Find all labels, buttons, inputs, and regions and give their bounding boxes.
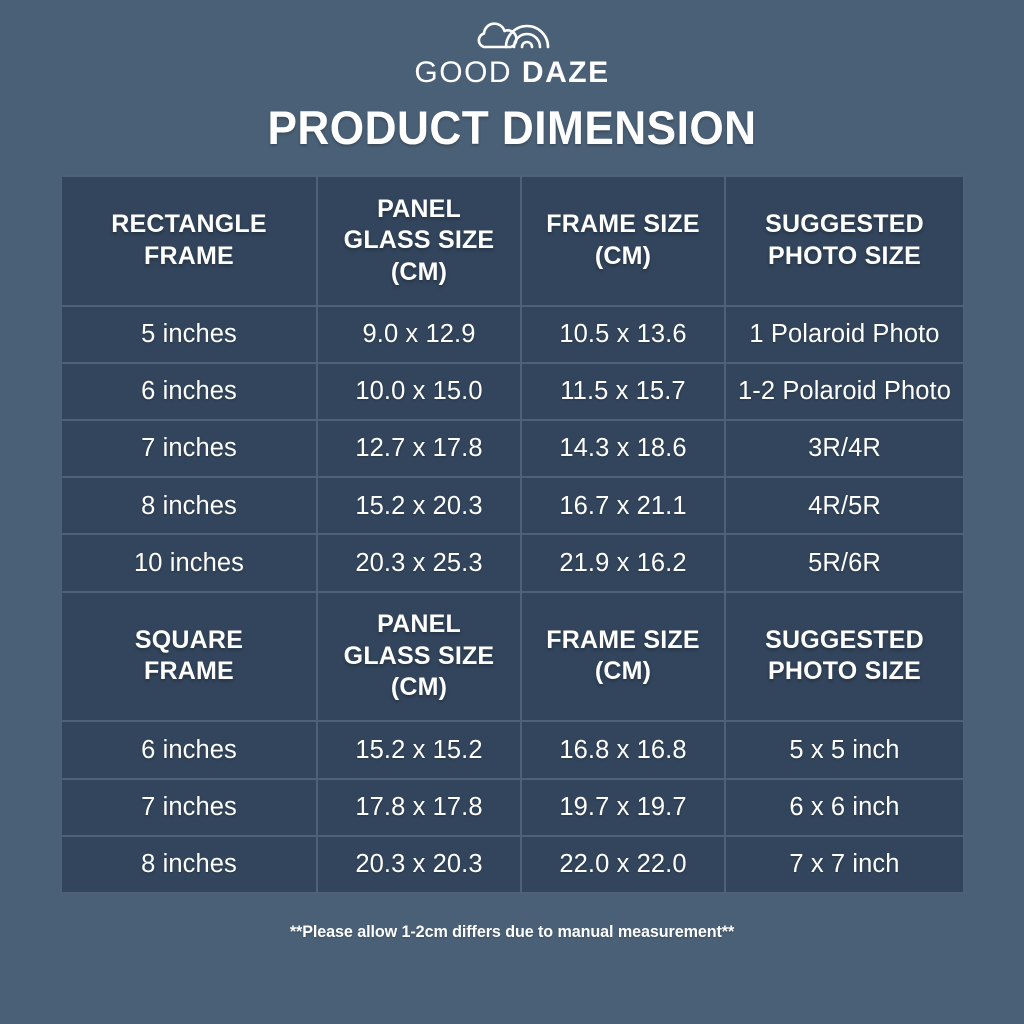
cell-panel-glass-size: 20.3 x 25.3 — [316, 533, 522, 593]
cell-frame-size: 19.7 x 19.7 — [520, 777, 726, 837]
table-row: 8 inches 15.2 x 20.3 16.7 x 21.1 4R/5R — [60, 476, 965, 536]
cell-suggested-photo-size: 5 x 5 inch — [724, 720, 965, 780]
cell-frame-size: 21.9 x 16.2 — [520, 533, 726, 593]
table-row: 6 inches 15.2 x 15.2 16.8 x 16.8 5 x 5 i… — [60, 720, 965, 780]
column-header-panel-glass-size: PANEL GLASS SIZE (CM) — [316, 590, 522, 723]
column-header-suggested-photo-size: SUGGESTED PHOTO SIZE — [724, 590, 965, 723]
column-header-panel-glass-size: PANEL GLASS SIZE (CM) — [316, 175, 522, 307]
table-row: 7 inches 17.8 x 17.8 19.7 x 19.7 6 x 6 i… — [60, 777, 965, 837]
column-header-frame-type: SQUARE FRAME — [60, 590, 318, 723]
table-header-row-rectangle: RECTANGLE FRAME PANEL GLASS SIZE (CM) FRAME… — [60, 175, 965, 307]
product-dimension-table-wrapper: RECTANGLE FRAME PANEL GLASS SIZE (CM) FRAME… — [60, 175, 965, 895]
table-row: 5 inches 9.0 x 12.9 10.5 x 13.6 1 Polaro… — [60, 304, 965, 364]
table-row: 8 inches 20.3 x 20.3 22.0 x 22.0 7 x 7 i… — [60, 834, 965, 895]
column-header-frame-size: FRAME SIZE (CM) — [520, 590, 726, 723]
cell-suggested-photo-size: 1 Polaroid Photo — [724, 304, 965, 364]
cell-panel-glass-size: 12.7 x 17.8 — [316, 419, 522, 479]
brand-name-bold: DAZE — [521, 56, 610, 89]
cell-frame-size: 11.5 x 15.7 — [520, 361, 726, 422]
table-header-row-square: SQUARE FRAME PANEL GLASS SIZE (CM) FRAME SI… — [60, 590, 965, 723]
cell-suggested-photo-size: 3R/4R — [724, 419, 965, 479]
page-title: PRODUCT DIMENSION — [267, 101, 757, 154]
cell-frame-size: 16.8 x 16.8 — [520, 720, 726, 780]
cell-suggested-photo-size: 6 x 6 inch — [724, 777, 965, 837]
cell-frame-type: 8 inches — [60, 834, 318, 895]
cell-panel-glass-size: 15.2 x 20.3 — [316, 476, 522, 536]
cell-frame-type: 8 inches — [60, 476, 318, 536]
cell-frame-type: 5 inches — [60, 304, 318, 364]
cell-frame-type: 7 inches — [60, 419, 318, 479]
cell-frame-size: 22.0 x 22.0 — [520, 834, 726, 895]
cell-suggested-photo-size: 4R/5R — [724, 476, 965, 536]
cell-suggested-photo-size: 5R/6R — [724, 533, 965, 593]
cell-suggested-photo-size: 1-2 Polaroid Photo — [724, 361, 965, 422]
cell-frame-type: 6 inches — [60, 720, 318, 780]
column-header-frame-type: RECTANGLE FRAME — [60, 175, 318, 307]
cell-panel-glass-size: 9.0 x 12.9 — [316, 304, 522, 364]
table-row: 7 inches 12.7 x 17.8 14.3 x 18.6 3R/4R — [60, 419, 965, 479]
cell-frame-type: 6 inches — [60, 361, 318, 422]
column-header-suggested-photo-size: SUGGESTED PHOTO SIZE — [724, 175, 965, 307]
cell-frame-size: 10.5 x 13.6 — [520, 304, 726, 364]
cell-frame-size: 14.3 x 18.6 — [520, 419, 726, 479]
brand-header: GOOD DAZE — [0, 0, 1024, 88]
table-body: RECTANGLE FRAME PANEL GLASS SIZE (CM) FRAME… — [60, 175, 965, 895]
cell-panel-glass-size: 15.2 x 15.2 — [316, 720, 522, 780]
table-row: 6 inches 10.0 x 15.0 11.5 x 15.7 1-2 Pol… — [60, 361, 965, 422]
cell-frame-size: 16.7 x 21.1 — [520, 476, 726, 536]
measurement-disclaimer: **Please allow 1-2cm differs due to manu… — [289, 922, 735, 941]
brand-name: GOOD DAZE — [414, 58, 609, 88]
cell-frame-type: 7 inches — [60, 777, 318, 837]
cell-panel-glass-size: 20.3 x 20.3 — [316, 834, 522, 895]
product-dimension-table: RECTANGLE FRAME PANEL GLASS SIZE (CM) FRAME… — [60, 175, 965, 895]
column-header-frame-size: FRAME SIZE (CM) — [520, 175, 726, 307]
cell-panel-glass-size: 10.0 x 15.0 — [316, 361, 522, 422]
cell-panel-glass-size: 17.8 x 17.8 — [316, 777, 522, 837]
brand-name-light: GOOD — [414, 56, 513, 89]
table-row: 10 inches 20.3 x 25.3 21.9 x 16.2 5R/6R — [60, 533, 965, 593]
cell-frame-type: 10 inches — [60, 533, 318, 593]
cloud-rainbow-icon — [477, 22, 550, 49]
cell-suggested-photo-size: 7 x 7 inch — [724, 834, 965, 895]
